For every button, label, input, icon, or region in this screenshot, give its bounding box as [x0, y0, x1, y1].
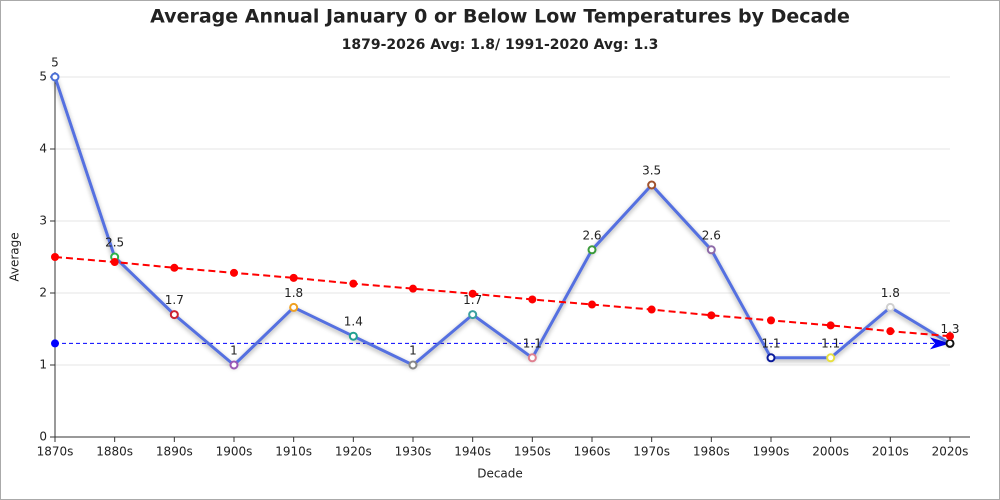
trend-point: [647, 305, 656, 314]
x-tick-label: 1880s: [96, 445, 133, 459]
trend-point: [289, 273, 298, 282]
data-label: 3.5: [642, 164, 661, 178]
trend-point: [588, 300, 596, 309]
data-label: 1.1: [821, 336, 840, 350]
trend-point: [946, 332, 954, 341]
data-point: [348, 331, 358, 341]
trend-line: [54, 256, 951, 338]
trend-point: [707, 311, 716, 320]
data-point: [229, 360, 239, 370]
x-tick-label: 1940s: [454, 445, 491, 459]
data-point: [945, 338, 955, 348]
x-tick-label: 2000s: [812, 445, 849, 459]
y-tick-label: 0: [39, 430, 47, 444]
data-point: [50, 72, 60, 82]
y-axis-label: Average: [8, 232, 22, 281]
x-tick-label: 1890s: [156, 445, 193, 459]
x-tick-label: 1990s: [753, 445, 790, 459]
reference-start: [51, 339, 59, 348]
reference-arrow: [930, 337, 950, 350]
x-tick-label: 2010s: [872, 445, 909, 459]
data-point: [408, 360, 418, 370]
chart-title: Average Annual January 0 or Below Low Te…: [150, 6, 850, 28]
data-label: 2.5: [105, 236, 124, 250]
data-label: 1.7: [463, 293, 482, 307]
data-label: 5: [51, 56, 59, 70]
data-point: [885, 302, 895, 312]
data-point: [468, 310, 478, 320]
data-point: [527, 353, 537, 363]
trend-point: [528, 295, 537, 304]
trend-point: [826, 321, 835, 330]
data-point: [706, 245, 716, 255]
data-label: 2.6: [702, 228, 721, 242]
x-tick-label: 1900s: [216, 445, 253, 459]
data-label: 1.1: [761, 336, 780, 350]
data-label: 1.8: [284, 286, 303, 300]
x-tick-label: 1930s: [395, 445, 432, 459]
x-tick-label: 1980s: [693, 445, 730, 459]
x-tick-label: 1920s: [335, 445, 372, 459]
chart-subtitle: 1879-2026 Avg: 1.8/ 1991-2020 Avg: 1.3: [342, 37, 659, 53]
x-tick-label: 1870s: [37, 445, 74, 459]
y-tick-label: 4: [39, 142, 47, 156]
data-point: [647, 180, 657, 190]
data-label: 1.7: [165, 293, 184, 307]
x-tick-label: 1950s: [514, 445, 551, 459]
data-line: [53, 76, 951, 368]
trend-point: [170, 263, 179, 272]
y-tick-label: 2: [39, 286, 47, 300]
data-point: [766, 353, 776, 363]
trend-point: [110, 258, 119, 267]
y-tick-label: 1: [39, 358, 47, 372]
trend-point: [886, 327, 895, 336]
data-label: 1.3: [940, 322, 959, 336]
trend-point: [230, 268, 238, 277]
x-tick-label: 1960s: [574, 445, 611, 459]
x-tick-label: 1910s: [275, 445, 312, 459]
data-point: [587, 245, 597, 255]
data-label: 1: [409, 344, 417, 358]
data-point: [169, 310, 179, 320]
data-point: [826, 353, 836, 363]
x-axis-label: Decade: [477, 467, 523, 481]
data-label: 2.6: [582, 228, 601, 242]
y-tick-label: 3: [39, 214, 47, 228]
trend-point: [468, 289, 477, 298]
trend-point: [51, 253, 59, 261]
trend-point: [409, 284, 417, 293]
x-tick-label: 2020s: [932, 445, 969, 459]
data-point: [289, 302, 299, 312]
x-tick-label: 1970s: [633, 445, 670, 459]
data-label: 1: [230, 344, 238, 358]
trend-point: [349, 279, 358, 288]
y-tick-label: 5: [39, 70, 47, 84]
data-label: 1.4: [344, 315, 363, 329]
data-label: 1.8: [881, 286, 900, 300]
data-label: 1.1: [523, 336, 542, 350]
trend-point: [767, 316, 775, 325]
